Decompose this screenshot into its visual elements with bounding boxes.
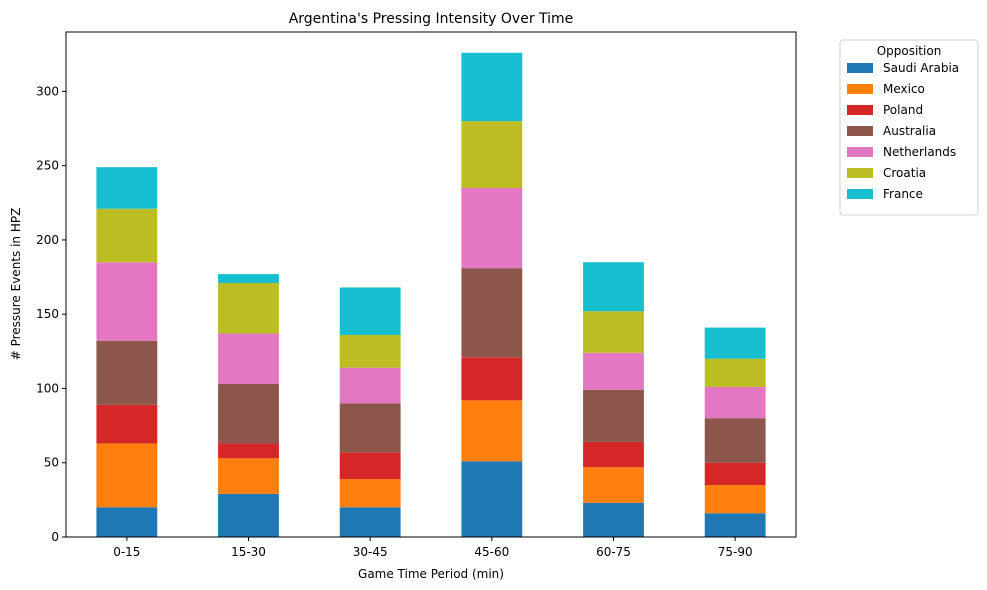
legend-entry: Netherlands (883, 145, 956, 159)
x-tick-label: 45-60 (474, 545, 509, 559)
legend-swatch (847, 105, 873, 115)
bar-15-30-saudi-arabia (218, 493, 279, 537)
x-tick-label: 60-75 (596, 545, 631, 559)
bar-45-60-saudi-arabia (461, 461, 523, 537)
bar-15-30-netherlands (218, 333, 279, 385)
bar-75-90-mexico (704, 485, 766, 514)
y-tick-label: 150 (36, 307, 59, 321)
x-tick-label: 0-15 (113, 545, 140, 559)
bar-0-15-croatia (96, 208, 158, 263)
y-tick-label: 300 (36, 84, 59, 98)
bar-75-90-netherlands (704, 386, 766, 419)
legend-entry: France (883, 187, 923, 201)
legend-swatch (847, 126, 873, 136)
chart-title: Argentina's Pressing Intensity Over Time (289, 11, 574, 27)
bar-45-60-mexico (461, 400, 523, 462)
bar-60-75-france (583, 262, 644, 312)
bar-30-45-poland (339, 452, 401, 480)
bar-0-15-saudi-arabia (96, 507, 158, 537)
y-tick-label: 0 (51, 530, 59, 544)
legend-box (839, 39, 979, 216)
bar-0-15-australia (96, 340, 158, 405)
bar-75-90-croatia (704, 358, 766, 387)
bar-75-90-france (704, 327, 766, 359)
bar-0-15-poland (96, 404, 158, 444)
y-tick-label: 50 (44, 456, 59, 470)
y-tick-label: 250 (36, 159, 59, 173)
legend-title: Opposition (877, 44, 942, 58)
bar-30-45-croatia (339, 335, 401, 368)
bar-60-75-saudi-arabia (583, 502, 644, 537)
legend-entry: Saudi Arabia (883, 61, 959, 75)
bar-15-30-mexico (218, 458, 279, 494)
legend: Opposition Saudi Arabia Mexico Poland Austra… (839, 39, 979, 216)
bar-60-75-netherlands (583, 352, 644, 390)
bar-0-15-mexico (96, 443, 158, 508)
legend-swatch (847, 84, 873, 94)
bar-30-45-saudi-arabia (339, 507, 401, 537)
legend-swatch (847, 189, 873, 199)
bar-60-75-australia (583, 389, 644, 442)
bar-30-45-netherlands (339, 367, 401, 404)
bar-75-90-australia (704, 418, 766, 463)
bar-60-75-croatia (583, 311, 644, 353)
bar-0-15-france (96, 167, 158, 209)
bar-75-90-poland (704, 462, 766, 486)
bar-15-30-poland (218, 443, 279, 459)
legend-swatch (847, 63, 873, 73)
bar-45-60-croatia (461, 121, 523, 188)
bar-15-30-australia (218, 384, 279, 444)
legend-swatch (847, 147, 873, 157)
bar-75-90-saudi-arabia (704, 513, 766, 537)
bar-15-30-france (218, 274, 279, 284)
bar-30-45-mexico (339, 479, 401, 508)
legend-entry: Australia (883, 124, 936, 138)
bar-30-45-australia (339, 403, 401, 453)
plot-frame (65, 31, 797, 538)
bar-45-60-australia (461, 268, 523, 358)
legend-entry: Mexico (883, 82, 925, 96)
legend-swatch (847, 168, 873, 178)
legend-entry: Croatia (883, 166, 926, 180)
y-tick-label: 200 (36, 233, 59, 247)
x-axis-label: Game Time Period (min) (358, 567, 504, 581)
bar-45-60-poland (461, 357, 523, 401)
bar-45-60-france (461, 52, 523, 122)
y-axis-label: # Pressure Events in HPZ (9, 208, 23, 361)
x-tick-label: 75-90 (718, 545, 753, 559)
bar-30-45-france (339, 287, 401, 335)
bar-45-60-netherlands (461, 187, 523, 269)
x-tick-label: 15-30 (231, 545, 266, 559)
bar-0-15-netherlands (96, 262, 158, 341)
bar-60-75-poland (583, 441, 644, 468)
y-tick-label: 100 (36, 381, 59, 395)
plot-area: 0-15 15-30 30-45 45-60 60-75 75-90 0 50 100 150 20… (36, 31, 797, 559)
bar-15-30-croatia (218, 283, 279, 334)
legend-entry: Poland (883, 103, 923, 117)
x-tick-label: 30-45 (353, 545, 388, 559)
bar-60-75-mexico (583, 467, 644, 503)
